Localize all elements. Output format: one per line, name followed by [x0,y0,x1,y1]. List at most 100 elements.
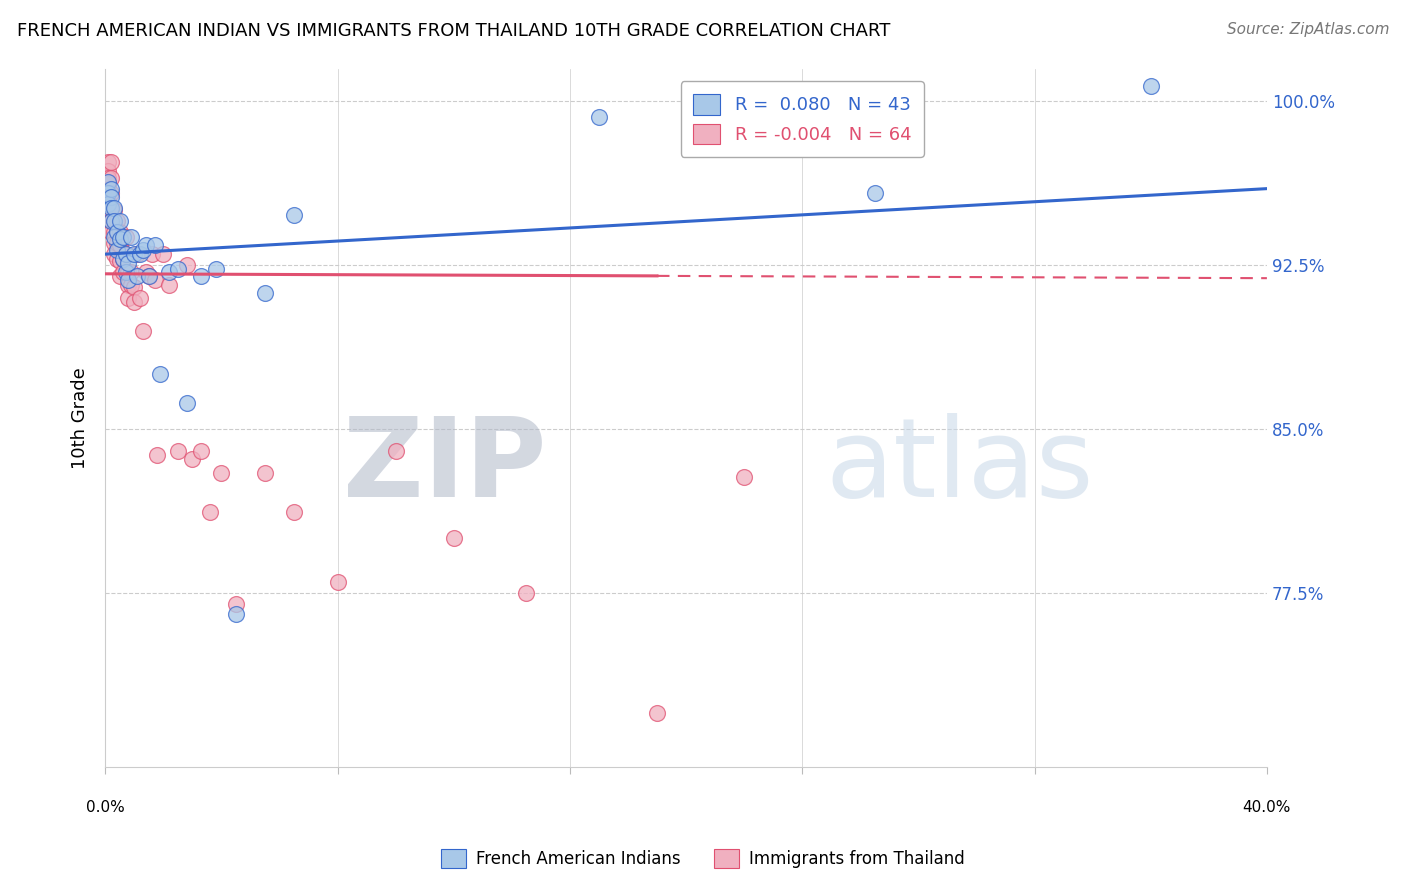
Point [97,155,120,169]
Point [111,252,134,266]
Point [588,110,610,124]
Legend: R =  0.080   N = 43, R = -0.004   N = 64: R = 0.080 N = 43, R = -0.004 N = 64 [681,81,924,157]
Point [114,247,136,261]
Point [97,170,120,185]
Point [100,203,122,218]
Point [103,229,125,244]
Point [103,214,125,228]
Point [443,531,465,545]
Point [181,452,204,467]
Point [114,229,136,244]
Point [108,232,131,246]
Point [117,277,139,292]
Point [97,178,120,192]
Point [97,186,120,200]
Point [143,273,166,287]
Point [152,247,174,261]
Point [117,273,139,287]
Point [283,208,305,222]
Point [132,324,155,338]
Point [209,466,232,480]
Text: FRENCH AMERICAN INDIAN VS IMMIGRANTS FROM THAILAND 10TH GRADE CORRELATION CHART: FRENCH AMERICAN INDIAN VS IMMIGRANTS FRO… [17,22,890,40]
Point [253,466,276,480]
Point [198,505,221,519]
Point [129,291,152,305]
Point [190,268,212,283]
Point [105,252,128,266]
Text: 0.0%: 0.0% [86,800,125,815]
Point [111,252,134,266]
Point [108,268,131,283]
Point [100,202,122,216]
Point [1139,78,1161,93]
Point [283,505,305,519]
Point [103,247,125,261]
Point [117,256,139,270]
Point [166,262,188,277]
Point [176,258,198,272]
Point [122,280,145,294]
Point [103,214,125,228]
Point [97,181,120,195]
Point [105,225,128,239]
Point [176,395,198,409]
Point [100,181,122,195]
Point [138,268,160,283]
Point [190,443,212,458]
Point [225,597,247,611]
Point [114,265,136,279]
Point [120,265,142,279]
Point [111,265,134,279]
Text: 40.0%: 40.0% [1243,800,1291,815]
Point [100,225,122,239]
Point [326,574,349,589]
Point [157,265,180,279]
Point [135,265,157,279]
Point [166,443,188,458]
Point [108,253,131,268]
Point [108,214,131,228]
Point [108,225,131,239]
Point [384,443,406,458]
Point [135,238,157,252]
Point [127,268,149,283]
Point [105,236,128,251]
Point [103,225,125,239]
Point [100,170,122,185]
Point [105,225,128,239]
Point [143,238,166,252]
Point [103,236,125,251]
Text: Source: ZipAtlas.com: Source: ZipAtlas.com [1226,22,1389,37]
Point [108,238,131,252]
Point [97,175,120,189]
Point [97,186,120,200]
Point [122,295,145,310]
Point [120,277,142,292]
Y-axis label: 10th Grade: 10th Grade [72,368,89,469]
Point [141,247,163,261]
Text: atlas: atlas [825,413,1094,520]
Point [97,199,120,213]
Point [117,291,139,305]
Point [105,243,128,257]
Point [127,247,149,261]
Legend: French American Indians, Immigrants from Thailand: French American Indians, Immigrants from… [434,842,972,875]
Point [97,164,120,178]
Point [863,186,886,200]
Point [100,155,122,169]
Point [138,268,160,283]
Point [97,208,120,222]
Point [97,197,120,211]
Point [120,229,142,244]
Point [122,247,145,261]
Point [103,202,125,216]
Point [100,214,122,228]
Point [103,203,125,218]
Point [129,247,152,261]
Point [225,607,247,622]
Point [111,229,134,244]
Point [149,368,172,382]
Point [146,448,169,462]
Point [117,265,139,279]
Point [515,585,537,599]
